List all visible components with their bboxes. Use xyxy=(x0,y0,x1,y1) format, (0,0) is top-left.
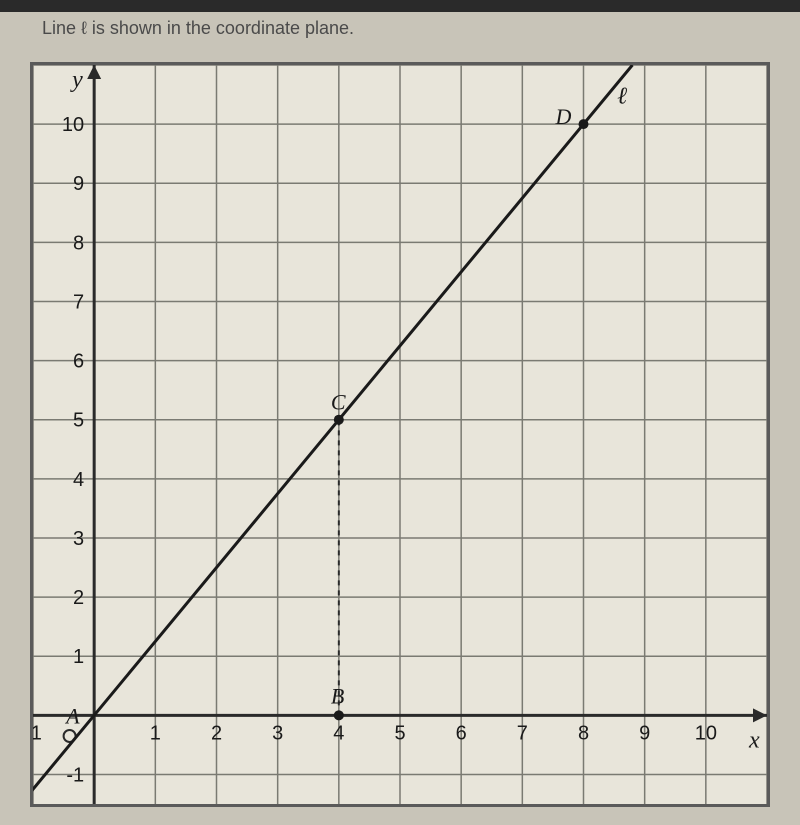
svg-text:5: 5 xyxy=(73,410,84,432)
svg-text:7: 7 xyxy=(73,291,84,313)
svg-text:8: 8 xyxy=(578,722,589,744)
svg-text:5: 5 xyxy=(394,722,405,744)
svg-text:B: B xyxy=(331,683,344,708)
svg-text:-1: -1 xyxy=(33,722,42,744)
svg-text:2: 2 xyxy=(73,587,84,609)
svg-text:-1: -1 xyxy=(66,764,84,786)
svg-text:9: 9 xyxy=(73,173,84,195)
svg-text:ℓ: ℓ xyxy=(617,83,627,109)
svg-text:C: C xyxy=(331,390,346,415)
svg-text:10: 10 xyxy=(62,114,84,136)
svg-text:6: 6 xyxy=(456,722,467,744)
top-bar xyxy=(0,0,800,12)
svg-text:8: 8 xyxy=(73,232,84,254)
svg-text:3: 3 xyxy=(272,722,283,744)
svg-text:2: 2 xyxy=(211,722,222,744)
svg-text:D: D xyxy=(555,104,572,129)
svg-text:6: 6 xyxy=(73,351,84,373)
question-text: Line ℓ is shown in the coordinate plane. xyxy=(42,18,354,39)
svg-text:x: x xyxy=(748,727,760,753)
svg-text:9: 9 xyxy=(639,722,650,744)
svg-text:1: 1 xyxy=(73,646,84,668)
svg-text:y: y xyxy=(70,67,83,93)
svg-text:10: 10 xyxy=(695,722,717,744)
svg-text:4: 4 xyxy=(333,722,344,744)
svg-text:1: 1 xyxy=(150,722,161,744)
coordinate-plane-chart: -1 1 2 3 4 5 6 7 8 9 10 -1 1 2 3 4 5 6 7 8 9 10 y x ℓ A B C D xyxy=(30,62,770,807)
svg-text:3: 3 xyxy=(73,528,84,550)
svg-text:A: A xyxy=(64,703,80,728)
chart-svg: -1 1 2 3 4 5 6 7 8 9 10 -1 1 2 3 4 5 6 7 8 9 10 y x ℓ A B C D xyxy=(33,65,767,804)
svg-text:4: 4 xyxy=(73,469,84,491)
svg-text:7: 7 xyxy=(517,722,528,744)
